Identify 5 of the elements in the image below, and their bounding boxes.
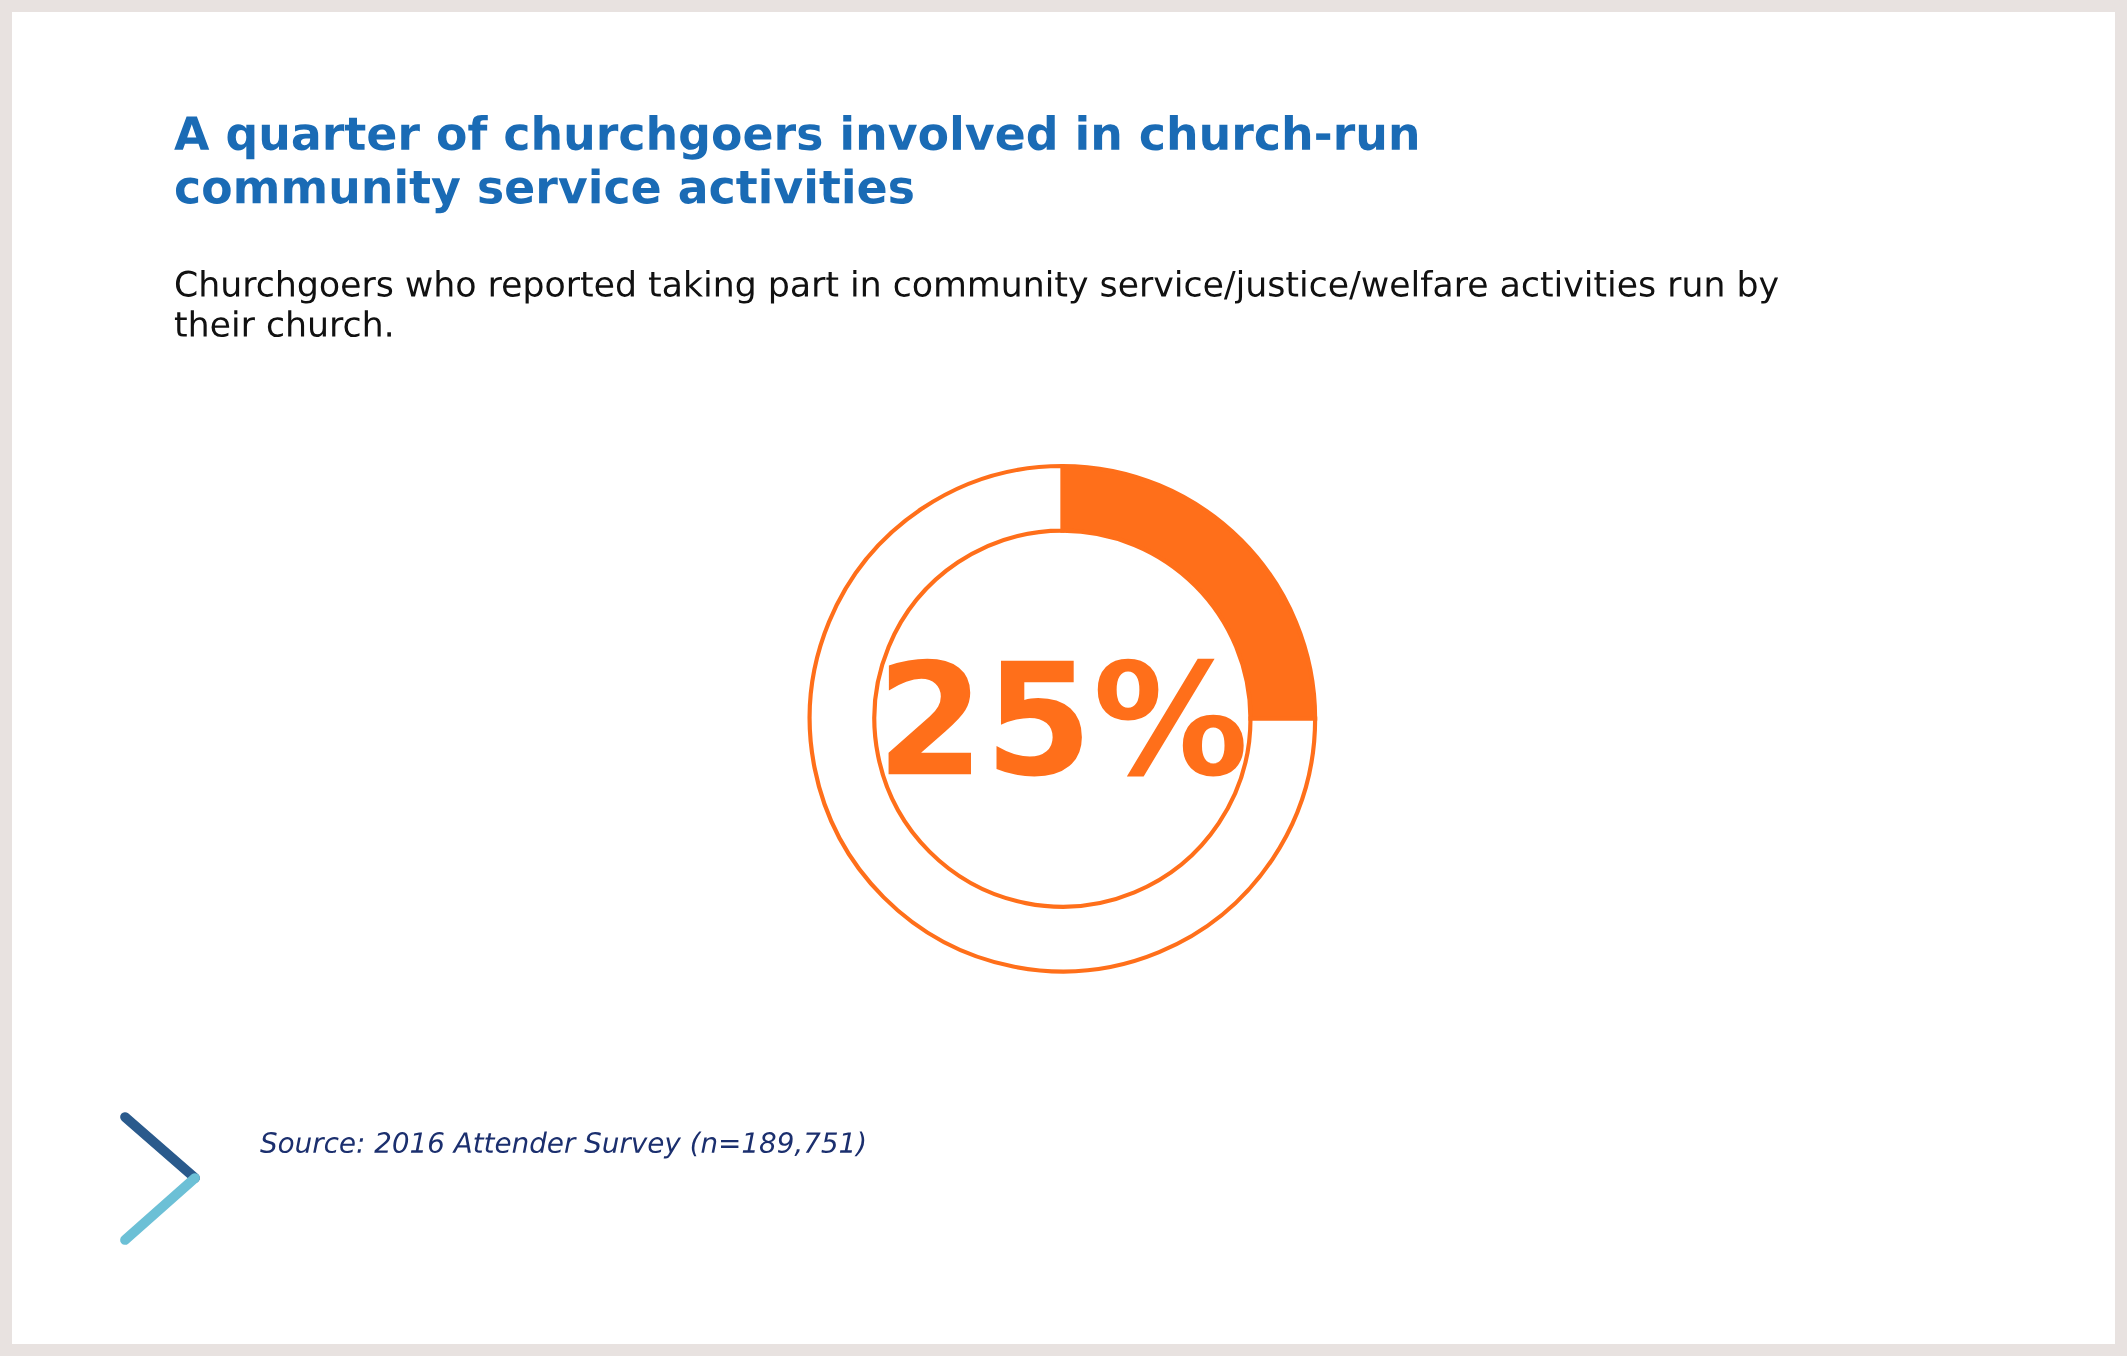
chart-subtitle: Churchgoers who reported taking part in community service/justice/welfare activities run by their church.	[174, 270, 1779, 338]
source-note: Source: 2016 Attender Survey (n=189,751)	[260, 1131, 865, 1159]
data-label: 25%	[888, 658, 1244, 777]
chart-title: A quarter of churchgoers involved in church-run community service activities	[174, 115, 1417, 214]
donut-slice	[807, 463, 1318, 974]
